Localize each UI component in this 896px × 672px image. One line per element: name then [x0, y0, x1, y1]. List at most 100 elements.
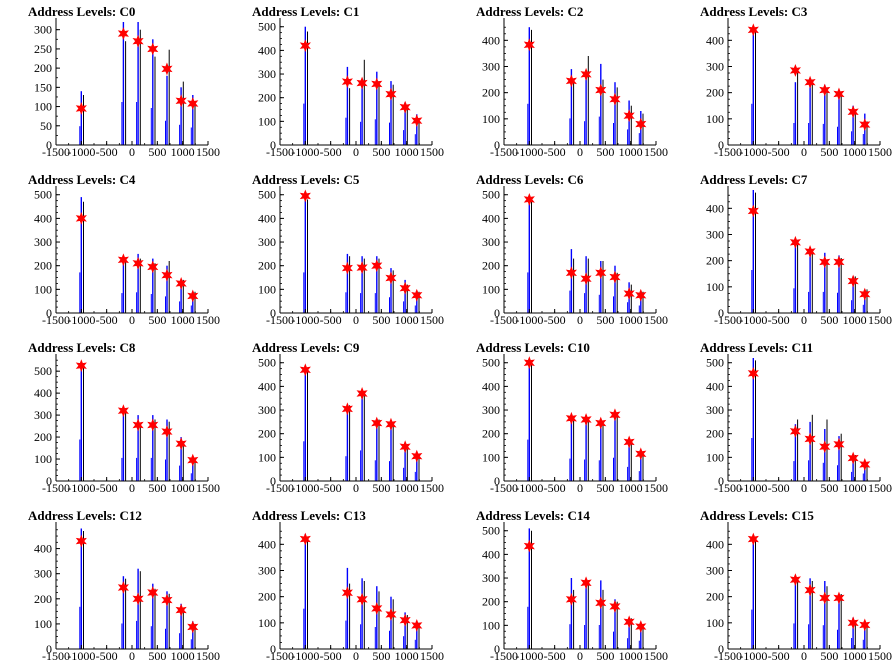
x-tick-label: -1500	[714, 481, 742, 495]
y-tick-label: 300	[482, 235, 500, 249]
peak-marker	[859, 458, 871, 471]
x-tick-label: 500	[820, 649, 838, 663]
y-tick-label: 400	[34, 542, 52, 556]
y-tick-label: 0	[494, 474, 500, 488]
x-tick-label: -500	[320, 649, 342, 663]
x-tick-label: 0	[577, 649, 583, 663]
chart-svg: 0 100 200 300 400 500 -1500-1000 -500 0 500 1000 15…	[258, 18, 444, 159]
x-tick-label: 500	[596, 145, 614, 159]
chart-title: Address Levels: C3	[700, 4, 808, 19]
y-tick-label: 0	[270, 474, 276, 488]
peak-marker	[609, 270, 621, 284]
x-tick-label: 1500	[196, 145, 220, 159]
chart-title: Address Levels: C2	[476, 4, 584, 19]
x-tick-label: -500	[544, 145, 566, 159]
y-tick-label: 400	[258, 537, 276, 551]
x-tick-label: -1500	[714, 145, 742, 159]
chart-title: Address Levels: C4	[28, 172, 136, 187]
peak-marker	[747, 532, 759, 546]
x-tick-label: 1000	[619, 145, 643, 159]
y-tick-label: 300	[34, 23, 52, 37]
peak-marker	[147, 418, 159, 432]
x-tick-label: 500	[372, 481, 390, 495]
y-tick-label: 50	[40, 119, 52, 133]
x-tick-label: 0	[801, 145, 807, 159]
peak-marker	[804, 583, 816, 597]
peak-marker	[847, 105, 859, 119]
chart-svg: 0 100 200 300 400 -1500-1000 -500 0 500 1000 1500	[482, 18, 668, 159]
peak-marker	[819, 255, 831, 269]
x-tick-label: 500	[148, 313, 166, 327]
x-tick-label: -500	[768, 481, 790, 495]
x-tick-label: -500	[768, 313, 790, 327]
y-tick-label: 200	[706, 254, 724, 268]
x-tick-label: 0	[801, 481, 807, 495]
x-tick-label: -1000	[515, 313, 543, 327]
x-tick-label: 0	[353, 145, 359, 159]
y-tick-label: 100	[482, 450, 500, 464]
peak-marker	[399, 281, 411, 295]
x-tick-label: -500	[96, 313, 118, 327]
x-tick-label: 1000	[843, 313, 867, 327]
y-tick-label: 200	[258, 590, 276, 604]
y-tick-label: 0	[270, 306, 276, 320]
y-tick-label: 500	[258, 188, 276, 202]
chart-svg: 0 100 200 300 400 -1500-1000 -500 0 500 1000 1500	[706, 18, 892, 159]
chart-svg: 0 100 200 300 400 500 -1500-1000 -500 0 500 1000 15…	[482, 522, 668, 663]
y-tick-label: 500	[482, 524, 500, 538]
x-tick-label: -1000	[739, 145, 767, 159]
x-tick-label: 1000	[843, 145, 867, 159]
x-tick-label: 1000	[171, 481, 195, 495]
x-tick-label: 1000	[395, 145, 419, 159]
x-tick-label: -1000	[739, 649, 767, 663]
x-tick-label: 0	[353, 649, 359, 663]
x-tick-label: 0	[353, 481, 359, 495]
x-tick-label: 1500	[644, 649, 668, 663]
chart-panel: 0 100 200 300 400 -1500 -1000 -500 0 500 1000 1500 A…	[224, 504, 448, 672]
peak-marker	[847, 274, 859, 288]
y-tick-label: 300	[706, 563, 724, 577]
x-tick-label: -1500	[714, 313, 742, 327]
y-tick-label: 300	[482, 59, 500, 73]
peak-marker	[341, 586, 353, 600]
x-tick-label: 0	[129, 313, 135, 327]
chart-title: Address Levels: C1	[252, 4, 360, 19]
peak-marker	[595, 83, 607, 97]
x-tick-label: 500	[372, 313, 390, 327]
y-tick-label: 100	[258, 616, 276, 630]
y-tick-label: 200	[258, 259, 276, 273]
peak-marker	[623, 615, 635, 629]
y-tick-label: 500	[258, 20, 276, 34]
peak-marker	[411, 114, 423, 128]
peak-marker	[356, 387, 368, 400]
x-tick-label: -1000	[515, 145, 543, 159]
peak-marker	[789, 235, 801, 249]
x-tick-label: -1500	[266, 313, 294, 327]
y-tick-label: 0	[718, 306, 724, 320]
peak-marker	[833, 255, 845, 269]
peak-marker	[132, 418, 144, 432]
y-tick-label: 100	[258, 282, 276, 296]
peak-marker	[299, 532, 311, 546]
x-tick-label: 1000	[171, 145, 195, 159]
x-tick-label: 500	[148, 649, 166, 663]
x-tick-label: 1500	[196, 649, 220, 663]
y-tick-label: 400	[706, 379, 724, 393]
chart-title: Address Levels: C9	[252, 340, 360, 355]
x-tick-label: -1000	[515, 649, 543, 663]
peak-marker	[833, 591, 845, 605]
x-tick-label: 1000	[171, 313, 195, 327]
x-tick-label: 1500	[868, 145, 892, 159]
y-tick-label: 400	[258, 379, 276, 393]
x-tick-label: -500	[544, 649, 566, 663]
peak-marker	[635, 447, 647, 461]
peak-marker	[356, 261, 368, 275]
peak-marker	[580, 576, 592, 590]
y-tick-label: 0	[46, 474, 52, 488]
y-tick-label: 500	[258, 356, 276, 370]
peak-marker	[635, 117, 647, 131]
peak-marker	[399, 440, 411, 454]
y-tick-label: 200	[706, 86, 724, 100]
x-tick-label: 1000	[395, 313, 419, 327]
chart-title: Address Levels: C5	[252, 172, 360, 187]
